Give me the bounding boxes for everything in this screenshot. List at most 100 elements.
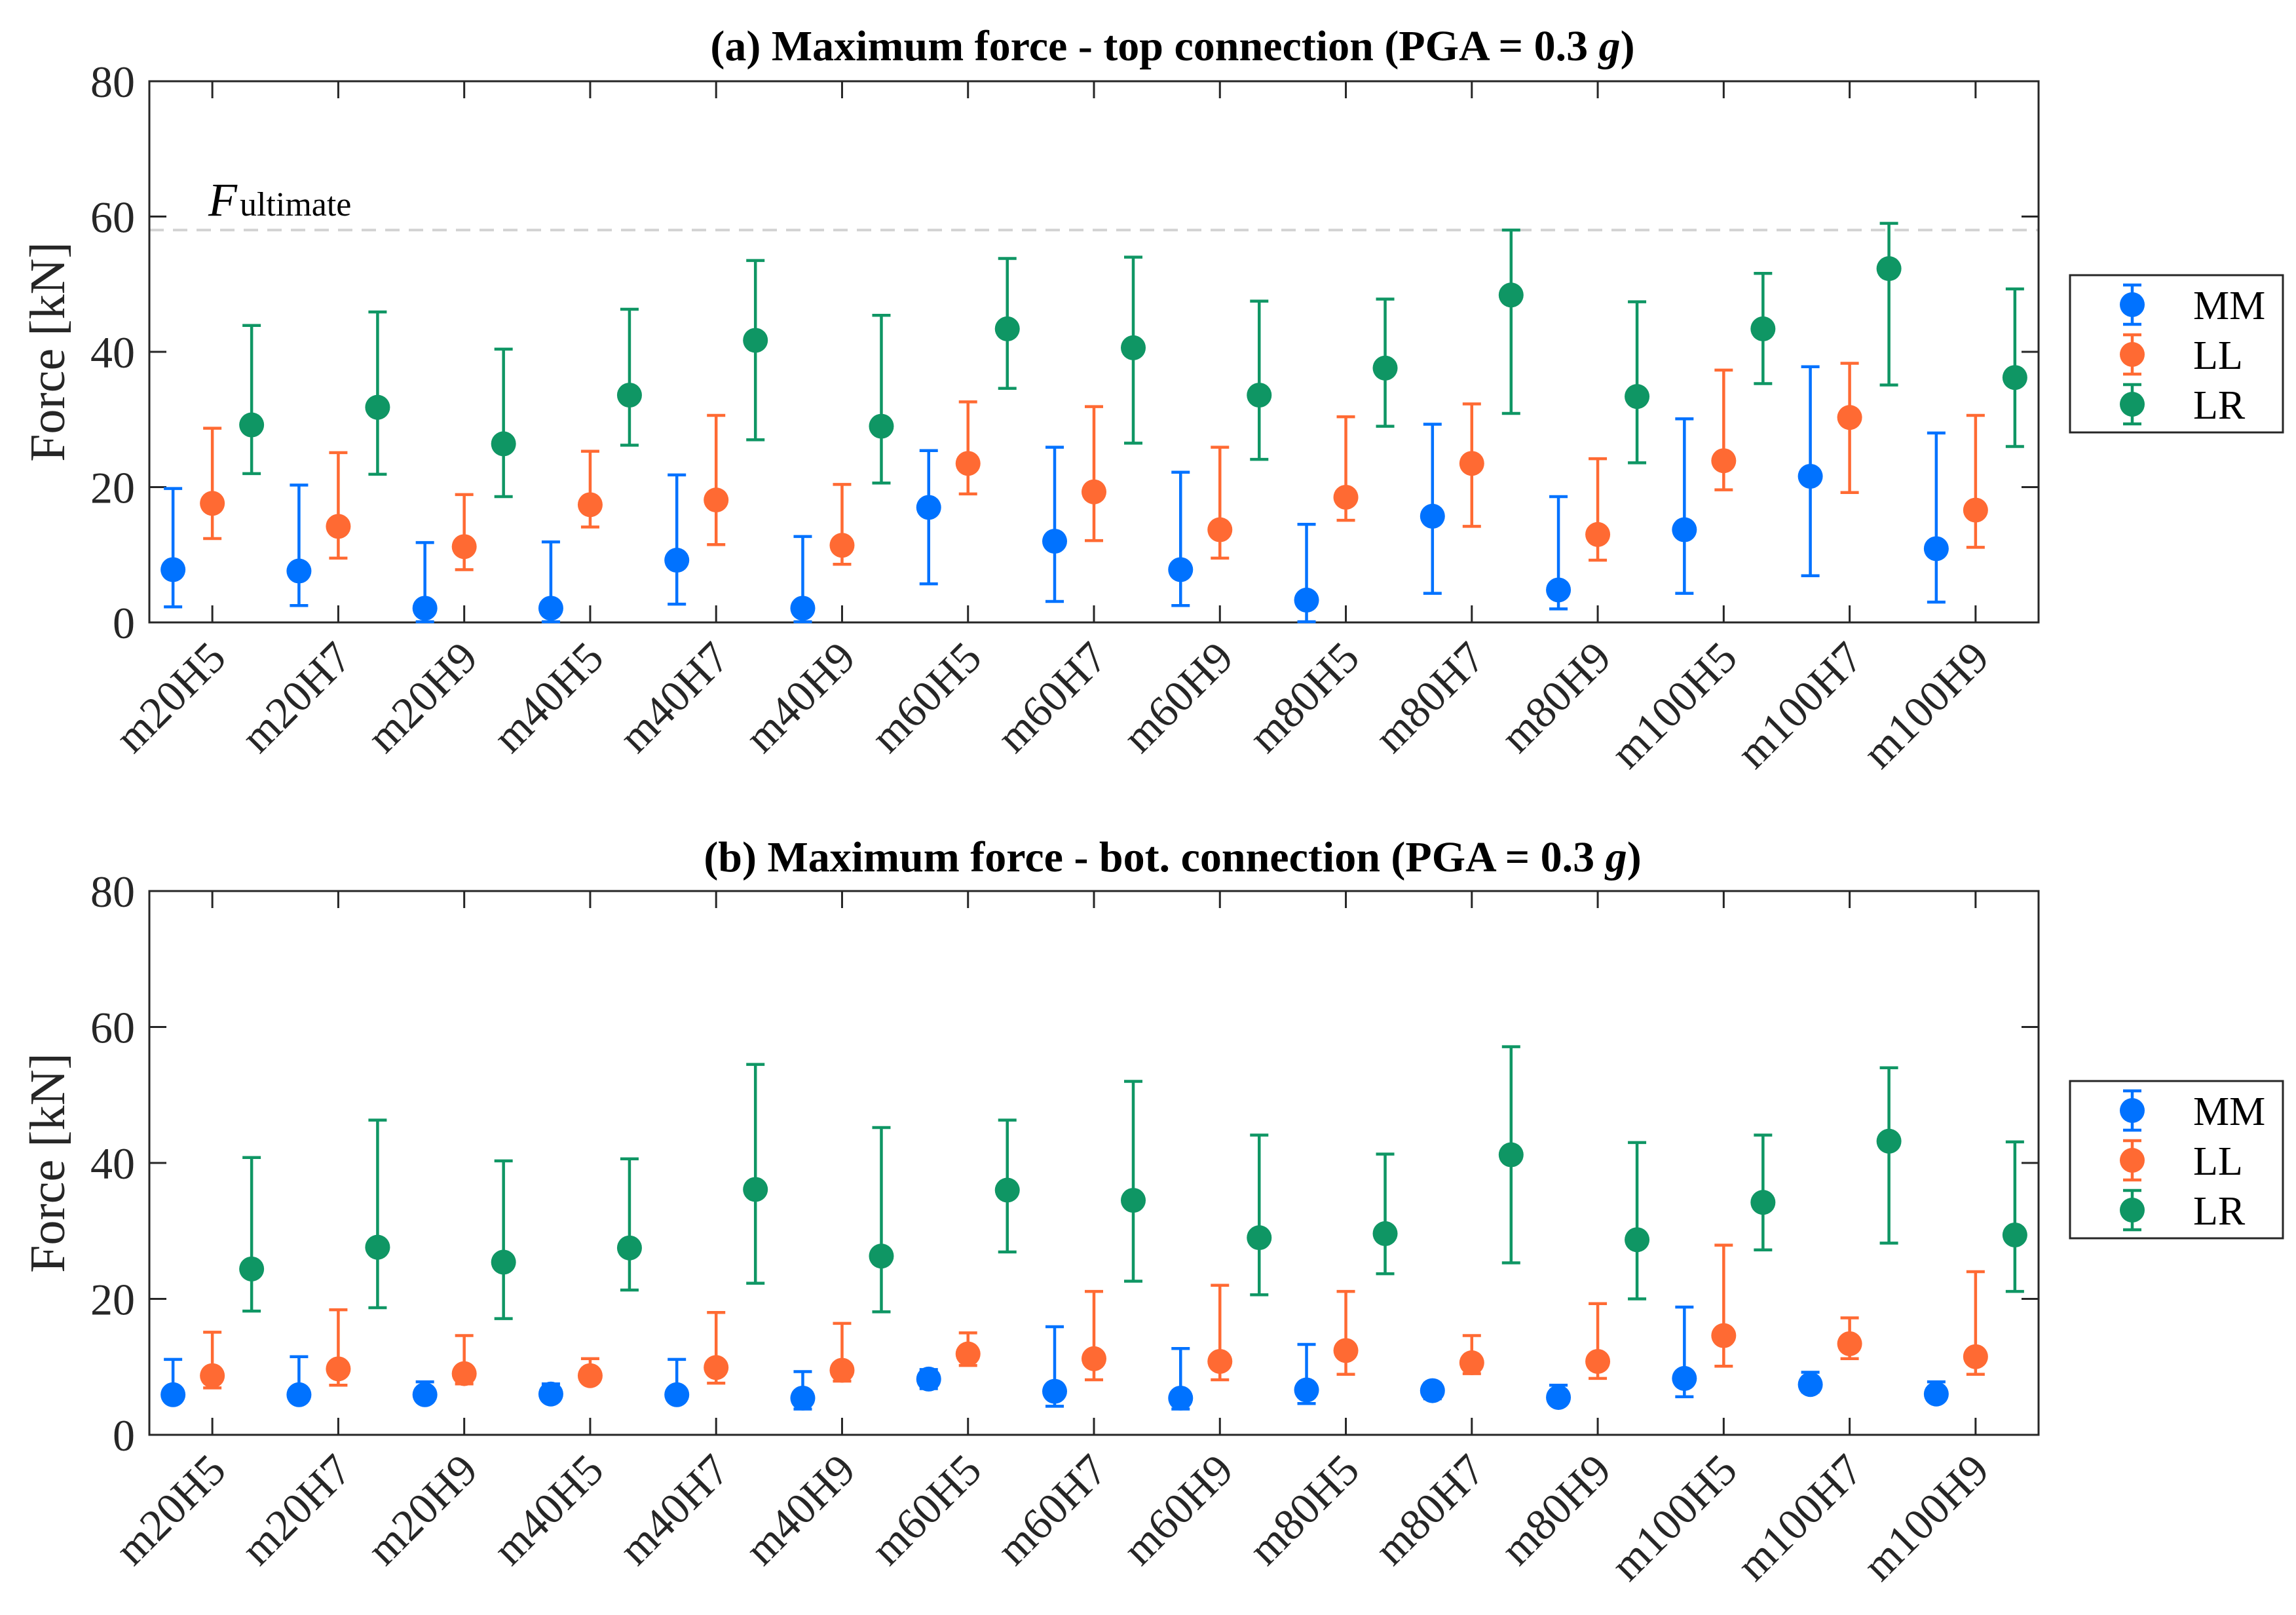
x-tick-label: m60H5 — [861, 1445, 990, 1574]
data-point — [916, 495, 941, 520]
data-point — [1498, 282, 1524, 308]
legend-box — [2069, 1080, 2284, 1240]
data-point — [1420, 503, 1445, 529]
x-tick-label: m80H7 — [1364, 632, 1494, 762]
data-point — [1923, 1381, 1949, 1407]
data-point — [1546, 1384, 1571, 1410]
legend-label: LR — [2193, 383, 2246, 428]
data-point — [1923, 536, 1949, 561]
x-tick-label: m40H9 — [735, 1445, 865, 1574]
data-point — [1963, 497, 1988, 523]
y-tick-label: 0 — [113, 598, 135, 648]
data-point — [704, 1355, 729, 1380]
legend-marker — [2120, 1098, 2145, 1123]
data-point — [1042, 529, 1067, 554]
x-tick-label: m40H7 — [609, 632, 739, 762]
data-point — [743, 328, 768, 353]
y-tick-label: 20 — [90, 463, 135, 513]
chart-title: (a) Maximum force - top connection (PGA … — [710, 22, 1634, 70]
data-point — [577, 492, 603, 518]
data-point — [1082, 1346, 1106, 1371]
reference-line-label-sub: ultimate — [240, 186, 351, 223]
x-tick-label: m20H7 — [231, 632, 361, 762]
data-point — [1498, 1142, 1524, 1168]
data-point — [664, 1382, 690, 1407]
y-tick-label: 40 — [90, 1139, 135, 1188]
data-point — [664, 548, 690, 573]
x-tick-label: m40H9 — [735, 632, 865, 762]
x-tick-label: m100H9 — [1853, 632, 1998, 778]
data-point — [1420, 1378, 1445, 1403]
x-tick-label: m60H7 — [987, 632, 1117, 762]
series-ll — [200, 362, 1988, 571]
legend-label: MM — [2193, 1090, 2265, 1134]
data-point — [538, 596, 563, 621]
x-tick-label: m20H9 — [357, 632, 487, 762]
data-point — [1797, 463, 1823, 489]
data-point — [1247, 1225, 1272, 1251]
x-tick-label: m80H7 — [1364, 1445, 1494, 1574]
x-tick-label: m100H9 — [1853, 1445, 1998, 1590]
data-point — [1459, 1350, 1484, 1376]
reference-line-label: Fultimate — [208, 174, 351, 226]
data-point — [1963, 1344, 1988, 1369]
x-tick-label: m60H9 — [1113, 632, 1243, 762]
data-point — [1333, 484, 1359, 510]
data-point — [577, 1363, 603, 1388]
legend-marker — [2120, 392, 2145, 417]
legend-marker — [2120, 1148, 2145, 1173]
data-point — [160, 1382, 186, 1407]
data-point — [1207, 1348, 1233, 1374]
data-point — [365, 1234, 390, 1260]
legend-marker — [2120, 292, 2145, 317]
data-point — [829, 533, 855, 558]
data-point — [616, 1235, 642, 1261]
x-tick-label: m60H7 — [987, 1445, 1117, 1574]
legend-label: LR — [2193, 1189, 2246, 1234]
x-tick-label: m20H7 — [231, 1445, 361, 1574]
data-point — [869, 413, 894, 439]
chart-title: (b) Maximum force - bot. connection (PGA… — [704, 833, 1641, 881]
data-point — [1876, 256, 1902, 282]
data-point — [1168, 1385, 1194, 1411]
data-point — [869, 1244, 894, 1269]
data-point — [2002, 1222, 2027, 1247]
legend-label: MM — [2193, 284, 2265, 328]
y-tick-label: 40 — [90, 328, 135, 377]
data-point — [955, 1341, 981, 1367]
data-point — [2002, 365, 2027, 390]
data-point — [1711, 448, 1737, 474]
x-tick-label: m20H5 — [105, 632, 235, 762]
x-tick-label: m40H5 — [483, 1445, 613, 1574]
reference-line-label-main: F — [208, 174, 238, 226]
x-tick-label: m100H5 — [1601, 632, 1746, 778]
data-point — [286, 558, 312, 584]
data-point — [326, 1356, 351, 1382]
data-point — [1333, 1338, 1359, 1363]
y-tick-label: 80 — [90, 867, 135, 917]
data-point — [1711, 1323, 1737, 1348]
data-point — [1797, 1372, 1823, 1397]
legend: MM LL LR — [2069, 274, 2284, 434]
y-axis-label: Force [kN] — [20, 242, 75, 462]
data-point — [1042, 1378, 1067, 1404]
data-point — [1294, 1377, 1319, 1403]
data-point — [1459, 451, 1484, 476]
chart-title-italic: g — [1598, 22, 1621, 70]
data-point — [955, 451, 981, 476]
x-tick-label: m60H5 — [861, 632, 990, 762]
data-point — [1372, 355, 1398, 381]
series-lr — [239, 221, 2027, 499]
data-point — [491, 1249, 516, 1275]
y-tick-label: 60 — [90, 1003, 135, 1053]
data-point — [916, 1366, 941, 1392]
chart-title-suffix: ) — [1621, 22, 1635, 70]
data-point — [1876, 1128, 1902, 1154]
data-point — [704, 487, 729, 513]
data-point — [1207, 517, 1233, 542]
data-point — [1247, 383, 1272, 408]
data-point — [1294, 587, 1319, 613]
data-point — [200, 1363, 225, 1388]
data-point — [1121, 1188, 1146, 1213]
